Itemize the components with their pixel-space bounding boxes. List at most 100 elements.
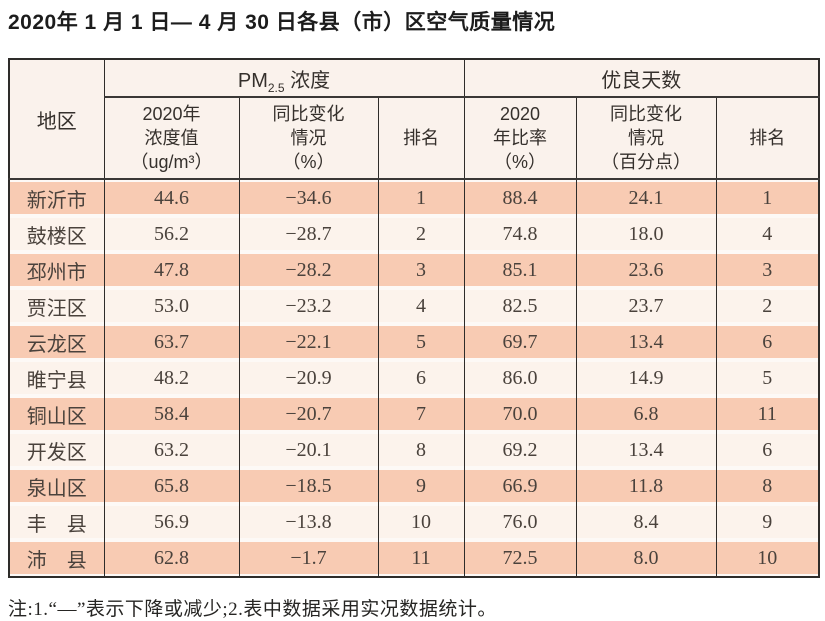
cell-pm-rank: 9 (377, 468, 465, 504)
cell-pm-rank: 8 (377, 432, 465, 468)
pm25-label-subscript: 2.5 (267, 80, 285, 95)
header-group-pm25: PM2.5 浓度 (103, 59, 465, 98)
cell-days-change: 8.0 (575, 540, 717, 577)
table-row: 新沂市 44.6 −34.6 1 88.4 24.1 1 (8, 179, 820, 216)
air-quality-table: 地区 PM2.5 浓度 优良天数 2020年 浓度值 （ug/m³） 同比变化 … (8, 58, 821, 578)
cell-pm-concentration: 58.4 (103, 396, 240, 432)
cell-region: 鼓楼区 (8, 216, 105, 252)
cell-pm-change: −20.7 (238, 396, 379, 432)
cell-region: 邳州市 (8, 252, 105, 288)
cell-pm-change: −28.2 (238, 252, 379, 288)
cell-pm-change: −23.2 (238, 288, 379, 324)
cell-region: 睢宁县 (8, 360, 105, 396)
header-group-good-days: 优良天数 (463, 59, 820, 98)
cell-pm-rank: 1 (377, 179, 465, 216)
cell-region: 云龙区 (8, 324, 105, 360)
cell-pm-concentration: 63.2 (103, 432, 240, 468)
cell-days-change: 23.6 (575, 252, 717, 288)
table-row: 沛 县 62.8 −1.7 11 72.5 8.0 10 (8, 540, 820, 577)
table-row: 铜山区 58.4 −20.7 7 70.0 6.8 11 (8, 396, 820, 432)
cell-pm-change: −13.8 (238, 504, 379, 540)
cell-pm-change: −20.9 (238, 360, 379, 396)
cell-pm-concentration: 53.0 (103, 288, 240, 324)
cell-days-rank: 6 (715, 324, 820, 360)
subheader-pm-concentration: 2020年 浓度值 （ug/m³） (103, 97, 240, 180)
cell-days-ratio: 76.0 (463, 504, 577, 540)
cell-pm-concentration: 63.7 (103, 324, 240, 360)
cell-pm-rank: 7 (377, 396, 465, 432)
cell-days-ratio: 86.0 (463, 360, 577, 396)
table-body: 新沂市 44.6 −34.6 1 88.4 24.1 1 鼓楼区 56.2 −2… (8, 179, 820, 577)
cell-pm-rank: 11 (377, 540, 465, 577)
cell-pm-rank: 3 (377, 252, 465, 288)
header-region: 地区 (8, 59, 105, 180)
cell-pm-change: −18.5 (238, 468, 379, 504)
cell-days-ratio: 70.0 (463, 396, 577, 432)
subheader-days-rank: 排名 (715, 97, 820, 180)
cell-days-ratio: 82.5 (463, 288, 577, 324)
footnote: 注:1.“—”表示下降或减少;2.表中数据采用实况数据统计。 (8, 599, 497, 620)
cell-pm-change: −1.7 (238, 540, 379, 577)
table-row: 泉山区 65.8 −18.5 9 66.9 11.8 8 (8, 468, 820, 504)
cell-days-rank: 1 (715, 179, 820, 216)
subheader-days-change: 同比变化 情况 （百分点） (575, 97, 717, 180)
page-title: 2020年 1 月 1 日— 4 月 30 日各县（市）区空气质量情况 (8, 11, 556, 34)
cell-pm-rank: 4 (377, 288, 465, 324)
cell-pm-rank: 5 (377, 324, 465, 360)
cell-days-change: 13.4 (575, 324, 717, 360)
table-header: 地区 PM2.5 浓度 优良天数 2020年 浓度值 （ug/m³） 同比变化 … (8, 59, 820, 180)
cell-region: 新沂市 (8, 179, 105, 216)
cell-region: 铜山区 (8, 396, 105, 432)
cell-region: 泉山区 (8, 468, 105, 504)
cell-days-rank: 6 (715, 432, 820, 468)
table-row: 贾汪区 53.0 −23.2 4 82.5 23.7 2 (8, 288, 820, 324)
cell-days-rank: 8 (715, 468, 820, 504)
cell-pm-concentration: 47.8 (103, 252, 240, 288)
cell-pm-rank: 10 (377, 504, 465, 540)
pm25-label-prefix: PM (237, 69, 268, 92)
cell-pm-concentration: 48.2 (103, 360, 240, 396)
cell-days-change: 14.9 (575, 360, 717, 396)
cell-pm-change: −28.7 (238, 216, 379, 252)
cell-days-change: 23.7 (575, 288, 717, 324)
cell-pm-concentration: 44.6 (103, 179, 240, 216)
table-row: 鼓楼区 56.2 −28.7 2 74.8 18.0 4 (8, 216, 820, 252)
cell-days-ratio: 66.9 (463, 468, 577, 504)
cell-days-change: 13.4 (575, 432, 717, 468)
cell-days-ratio: 74.8 (463, 216, 577, 252)
cell-pm-change: −20.1 (238, 432, 379, 468)
cell-pm-change: −34.6 (238, 179, 379, 216)
cell-days-rank: 2 (715, 288, 820, 324)
cell-days-change: 18.0 (575, 216, 717, 252)
cell-pm-change: −22.1 (238, 324, 379, 360)
cell-region: 沛 县 (8, 540, 105, 577)
cell-region: 贾汪区 (8, 288, 105, 324)
cell-region: 丰 县 (8, 504, 105, 540)
table-row: 丰 县 56.9 −13.8 10 76.0 8.4 9 (8, 504, 820, 540)
subheader-pm-rank: 排名 (377, 97, 465, 180)
cell-days-ratio: 88.4 (463, 179, 577, 216)
table-row: 邳州市 47.8 −28.2 3 85.1 23.6 3 (8, 252, 820, 288)
cell-days-rank: 10 (715, 540, 820, 577)
cell-days-rank: 9 (715, 504, 820, 540)
cell-days-rank: 4 (715, 216, 820, 252)
cell-days-change: 24.1 (575, 179, 717, 216)
cell-days-rank: 11 (715, 396, 820, 432)
cell-pm-rank: 6 (377, 360, 465, 396)
cell-pm-rank: 2 (377, 216, 465, 252)
cell-days-change: 11.8 (575, 468, 717, 504)
cell-pm-concentration: 62.8 (103, 540, 240, 577)
cell-pm-concentration: 56.9 (103, 504, 240, 540)
table-row: 开发区 63.2 −20.1 8 69.2 13.4 6 (8, 432, 820, 468)
cell-days-ratio: 72.5 (463, 540, 577, 577)
cell-days-ratio: 69.7 (463, 324, 577, 360)
cell-days-change: 6.8 (575, 396, 717, 432)
table-row: 睢宁县 48.2 −20.9 6 86.0 14.9 5 (8, 360, 820, 396)
cell-days-ratio: 85.1 (463, 252, 577, 288)
table-row: 云龙区 63.7 −22.1 5 69.7 13.4 6 (8, 324, 820, 360)
subheader-days-ratio: 2020 年比率 （%） (463, 97, 577, 180)
cell-region: 开发区 (8, 432, 105, 468)
cell-days-ratio: 69.2 (463, 432, 577, 468)
subheader-pm-change: 同比变化 情况 （%） (238, 97, 379, 180)
